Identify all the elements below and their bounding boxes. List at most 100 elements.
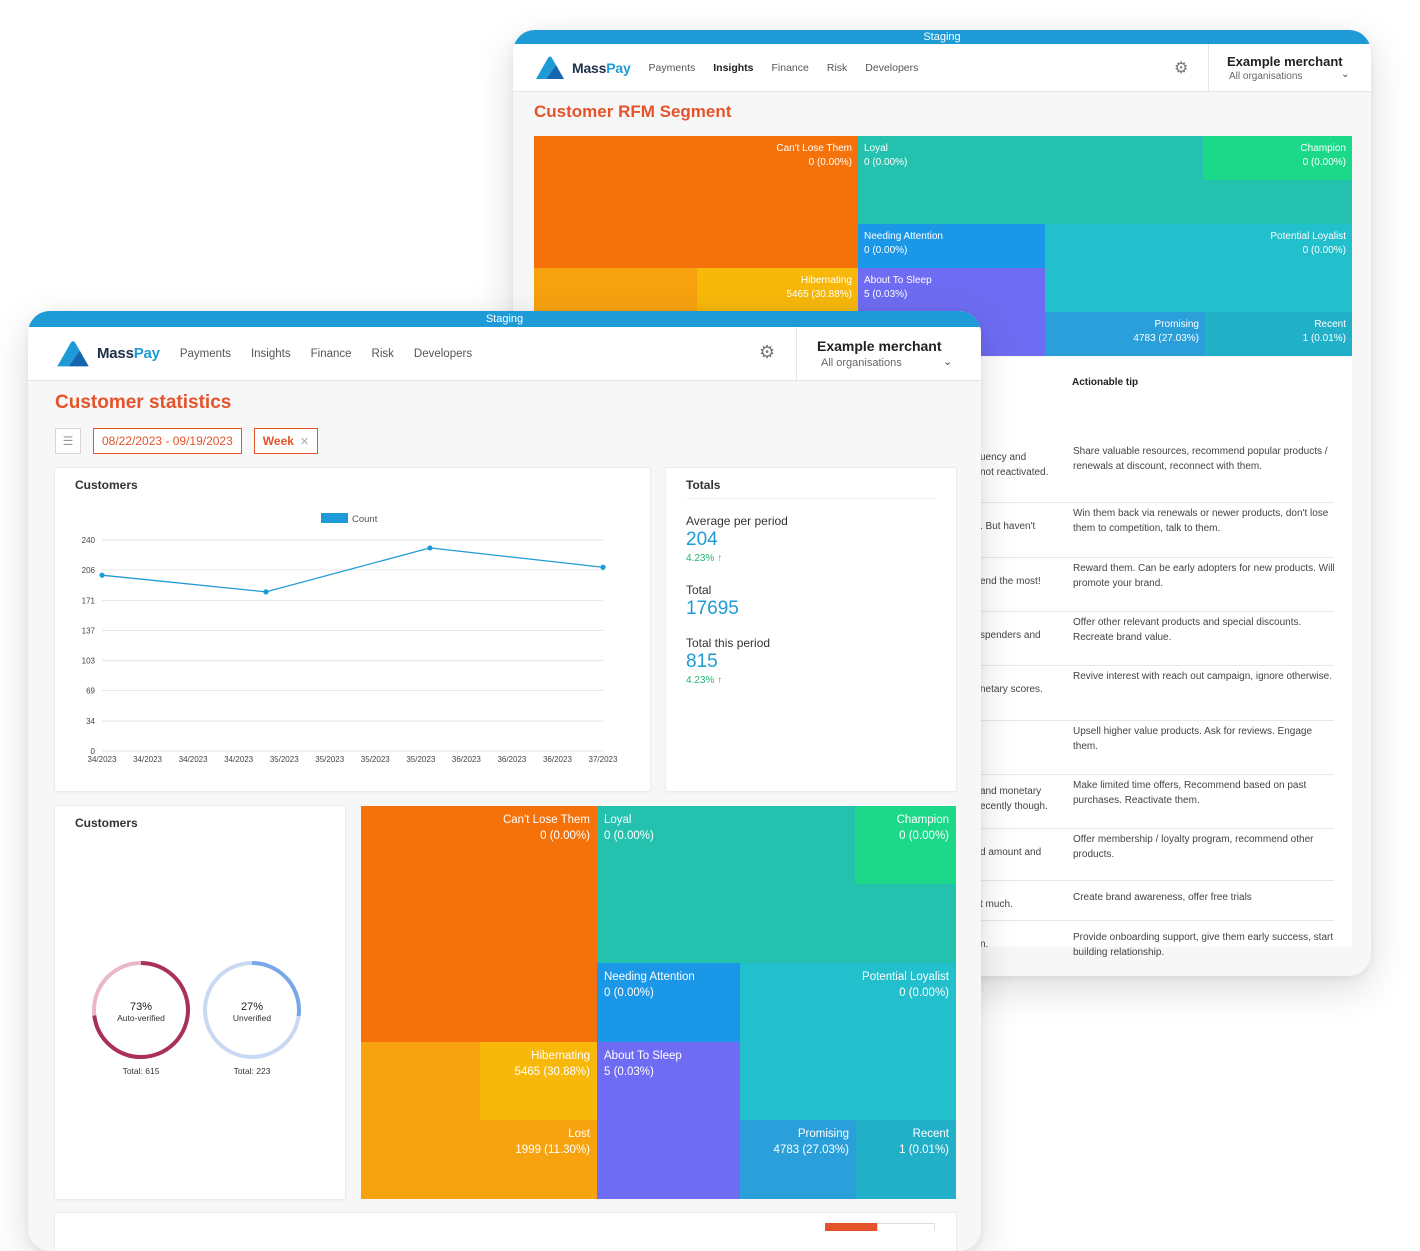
card-title: Customers — [75, 816, 138, 830]
segment-champion[interactable]: Champion 0 (0.00%) — [855, 806, 956, 884]
x-tick-label: 36/2023 — [497, 755, 526, 764]
nav-developers[interactable]: Developers — [413, 347, 473, 360]
filter-settings-icon[interactable]: ☰ — [55, 428, 81, 454]
segment-champion[interactable]: Champion 0 (0.00%) — [1203, 136, 1352, 180]
segment-description: . But haven't — [980, 521, 1036, 532]
masspay-logo-icon — [57, 340, 89, 366]
donut-percent: 73% — [129, 1001, 153, 1013]
nav-risk[interactable]: Risk — [371, 347, 394, 360]
card-title: Totals — [686, 478, 721, 492]
y-tick-label: 171 — [82, 597, 96, 606]
divider — [686, 498, 936, 499]
total-this-period-value: 815 — [686, 651, 718, 672]
bottom-card — [55, 1213, 956, 1251]
main-nav: Payments Insights Finance Risk Developer… — [649, 62, 919, 74]
merchant-switcher[interactable]: Example merchant All organisations ⌄ — [796, 327, 981, 380]
y-tick-label: 103 — [82, 656, 96, 665]
data-point — [263, 589, 269, 595]
rfm-treemap: Can't Lose Them 0 (0.00%) Loyal 0 (0.00%) … — [361, 806, 956, 1199]
nav-risk[interactable]: Risk — [826, 61, 848, 74]
x-tick-label: 34/2023 — [179, 755, 208, 764]
customers-chart-card: Customers Count 0 34 69 103 137 171 206 240 34/20… — [55, 468, 650, 791]
main-nav: Payments Insights Finance Risk Developer… — [180, 348, 472, 360]
top-navbar: MassPay Payments Insights Finance Risk D… — [28, 327, 981, 381]
segment-cant-lose-them[interactable]: Can't Lose Them 0 (0.00%) — [361, 806, 597, 1042]
segment-potential-loyalist[interactable]: Potential Loyalist 0 (0.00%) — [1045, 224, 1352, 312]
y-tick-label: 240 — [82, 536, 96, 545]
nav-developers[interactable]: Developers — [865, 61, 919, 74]
y-tick-label: 137 — [82, 627, 96, 636]
segment-lost[interactable]: Lost 1999 (11.30%) — [515, 1128, 590, 1156]
page-title: Customer statistics — [55, 392, 232, 413]
period-change: 4.23% ↑ — [686, 675, 723, 686]
x-tick-label: 37/2023 — [589, 755, 618, 764]
x-tick-label: 35/2023 — [361, 755, 390, 764]
nav-insights[interactable]: Insights — [713, 61, 754, 74]
x-tick-label: 36/2023 — [543, 755, 572, 764]
date-range-filter[interactable]: 08/22/2023 - 09/19/2023 — [93, 428, 242, 454]
customers-line-chart: Count 0 34 69 103 137 171 206 240 34/2023 34/2023 3… — [82, 513, 618, 764]
merchant-switcher[interactable]: Example merchant All organisations ⌄ — [1208, 44, 1371, 91]
chevron-down-icon[interactable]: ⌄ — [943, 356, 953, 368]
donut-arc — [203, 961, 301, 1059]
segment-about-to-sleep[interactable]: About To Sleep 5 (0.03%) — [597, 1042, 740, 1199]
actionable-tip: Win them back via renewals or newer prod… — [1073, 508, 1329, 534]
actionable-tip: Provide onboarding support, give them ea… — [1073, 932, 1334, 958]
average-change: 4.23% ↑ — [686, 553, 723, 564]
donut-label: Auto-verified — [117, 1013, 165, 1023]
segment-potential-loyalist[interactable]: Potential Loyalist 0 (0.00%) — [740, 963, 956, 1120]
nav-finance[interactable]: Finance — [310, 347, 352, 360]
nav-payments[interactable]: Payments — [648, 61, 696, 74]
y-tick-label: 0 — [91, 747, 96, 756]
x-tick-label: 34/2023 — [224, 755, 253, 764]
merchant-name: Example merchant — [817, 338, 942, 354]
merchant-name: Example merchant — [1227, 54, 1343, 69]
segment-description: d amount and — [980, 847, 1042, 858]
segment-description: netary scores. — [980, 684, 1043, 695]
segment-description: uency and not reactivated. — [980, 452, 1049, 478]
x-tick-label: 36/2023 — [452, 755, 481, 764]
tip-row: n. Provide onboarding support, give them … — [535, 921, 1334, 958]
segment-description: spenders and — [980, 630, 1041, 641]
settings-gear-icon[interactable]: ⚙ — [759, 342, 776, 362]
data-point — [600, 564, 606, 570]
nav-insights[interactable]: Insights — [250, 347, 291, 360]
actionable-tip: Upsell higher value products. Ask for re… — [1073, 726, 1313, 752]
total-this-period-label: Total this period — [686, 636, 771, 650]
segment-cant-lose-them[interactable]: Can't Lose Them 0 (0.00%) — [534, 136, 858, 268]
settings-gear-icon[interactable]: ⚙ — [1174, 60, 1189, 77]
brand-mass: Mass — [97, 345, 134, 362]
segment-needing-attention[interactable]: Needing Attention 0 (0.00%) — [858, 224, 1045, 268]
masspay-logo[interactable]: MassPay — [55, 339, 160, 369]
front-window: Staging MassPay Payments Insights Financ… — [28, 311, 981, 1251]
nav-finance[interactable]: Finance — [771, 61, 809, 74]
chevron-down-icon[interactable]: ⌄ — [1341, 69, 1350, 80]
data-point — [427, 545, 433, 551]
donut-total: Total: 223 — [233, 1066, 271, 1076]
segment-needing-attention[interactable]: Needing Attention 0 (0.00%) — [597, 963, 740, 1042]
segment-hibernating[interactable]: Hibernating 5465 (30.88%) — [480, 1042, 597, 1120]
segment-description: t much. — [980, 899, 1013, 910]
period-filter[interactable]: Week ✕ — [253, 428, 319, 454]
y-tick-label: 206 — [82, 566, 96, 575]
staging-banner: Staging — [28, 311, 981, 327]
segment-promising[interactable]: Promising 4783 (27.03%) — [740, 1120, 856, 1199]
totals-card: Totals Average per period 204 4.23% ↑ To… — [666, 468, 956, 791]
toggle-inactive-segment[interactable] — [877, 1223, 935, 1231]
segment-recent[interactable]: Recent 1 (0.01%) — [856, 1120, 956, 1199]
verification-card: Customers 73% Auto-verified Total: 615 2… — [55, 806, 345, 1199]
segment-promising[interactable]: Promising 4783 (27.03%) — [1045, 312, 1205, 356]
actionable-tip: Create brand awareness, offer free trial… — [1073, 892, 1252, 903]
remove-filter-icon[interactable]: ✕ — [299, 435, 310, 448]
actionable-tip: Revive interest with reach out campaign,… — [1073, 671, 1333, 682]
segment-description: and monetary ecently though. — [980, 786, 1048, 812]
segment-description: end the most! — [980, 576, 1041, 587]
brand-pay: Pay — [133, 345, 160, 362]
masspay-logo[interactable]: MassPay — [534, 55, 631, 81]
segment-loyal[interactable]: Loyal 0 (0.00%) — [858, 136, 1203, 224]
page-title: Customer RFM Segment — [534, 102, 732, 121]
toggle-active-segment[interactable] — [825, 1223, 877, 1231]
segment-recent[interactable]: Recent 1 (0.01%) — [1205, 312, 1352, 356]
legend-label: Count — [352, 514, 378, 525]
nav-payments[interactable]: Payments — [179, 347, 231, 360]
